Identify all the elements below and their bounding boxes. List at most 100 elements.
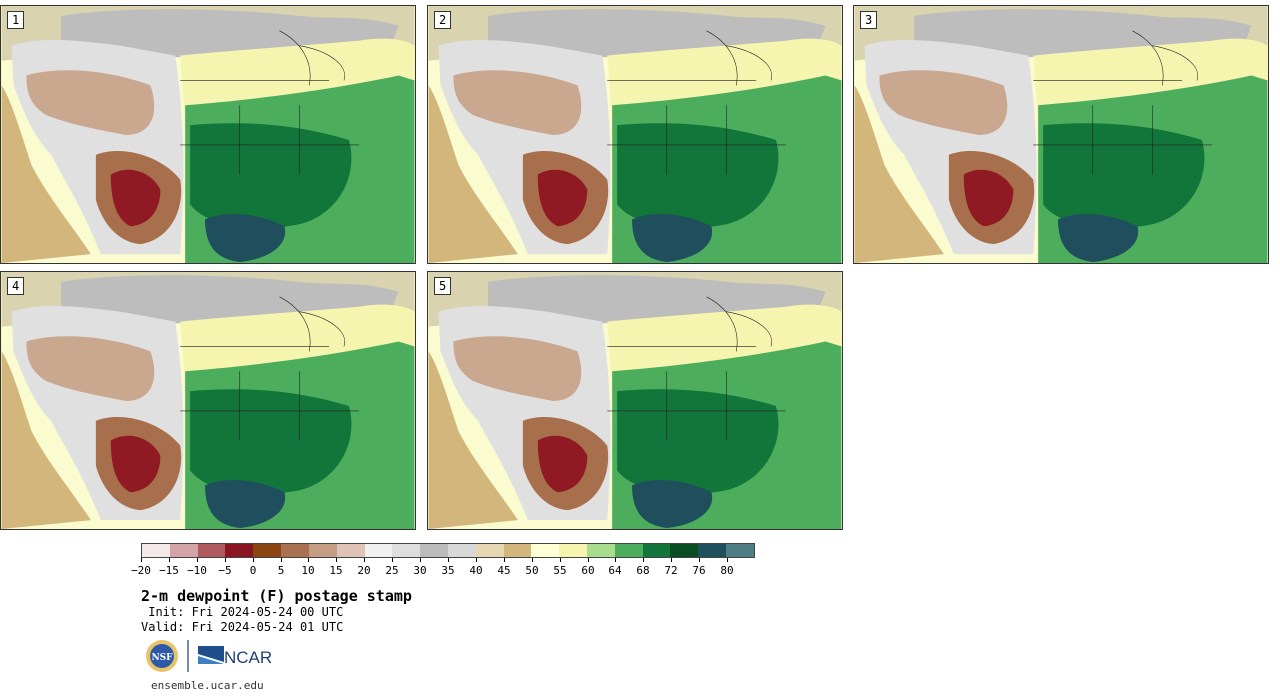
colorbar-tick-label: −20 <box>131 564 151 577</box>
colorbar-tick-label: 35 <box>441 564 455 577</box>
colorbar-tick-label: 20 <box>357 564 371 577</box>
colorbar-segment <box>698 544 727 557</box>
colorbar-tick-label: 45 <box>497 564 511 577</box>
colorbar-tick-label: 40 <box>469 564 483 577</box>
colorbar-tick <box>364 558 365 562</box>
colorbar-tick <box>588 558 589 562</box>
colorbar-segment <box>447 544 476 557</box>
colorbar-tick <box>141 558 142 562</box>
member-label: 5 <box>434 277 452 295</box>
gulf-region <box>1058 214 1139 263</box>
very-dry-core <box>110 169 161 227</box>
dry-west-region <box>26 70 155 135</box>
colorbar-tick <box>169 558 170 562</box>
colorbar-tick-label: 10 <box>301 564 315 577</box>
very-dry-core <box>110 435 161 493</box>
humid-region <box>190 123 352 229</box>
dry-west-region <box>879 70 1008 135</box>
colorbar-segment <box>559 544 587 557</box>
pacific-coast <box>428 351 518 529</box>
nsf-text: NSF <box>151 653 173 663</box>
colorbar-tick-label: 25 <box>385 564 399 577</box>
map-panel-3: 3 <box>853 5 1269 264</box>
gulf-region <box>632 214 713 263</box>
colorbar-tick <box>197 558 198 562</box>
init-time: Init: Fri 2024-05-24 00 UTC <box>141 605 344 619</box>
colorbar-tick <box>253 558 254 562</box>
colorbar-tick <box>420 558 421 562</box>
state-borders <box>607 296 786 441</box>
colorbar-tick <box>448 558 449 562</box>
colorbar-segment <box>642 544 671 557</box>
member-label: 3 <box>860 11 878 29</box>
colorbar-segment <box>392 544 421 557</box>
colorbar-segment <box>503 544 532 557</box>
colorbar-tick <box>643 558 644 562</box>
colorbar-segment <box>281 544 309 557</box>
colorbar-tick <box>615 558 616 562</box>
humid-region <box>617 123 779 229</box>
very-dry-core <box>963 169 1014 227</box>
pacific-coast <box>428 85 518 263</box>
colorbar-tick <box>336 558 337 562</box>
member-label: 2 <box>434 11 452 29</box>
humid-region <box>617 389 779 495</box>
colorbar-tick <box>281 558 282 562</box>
footer-url: ensemble.ucar.edu <box>151 679 264 692</box>
logos: NSF NCAR <box>146 640 272 672</box>
colorbar-segment <box>531 544 560 557</box>
colorbar-tick-label: 0 <box>249 564 257 577</box>
colorbar-tick-label: 15 <box>329 564 343 577</box>
state-borders <box>1033 30 1212 175</box>
pacific-coast <box>1 351 91 529</box>
colorbar-segment <box>587 544 615 557</box>
colorbar-segment <box>197 544 226 557</box>
colorbar-segment <box>142 544 170 557</box>
colorbar-tick-label: 60 <box>581 564 595 577</box>
gulf-region <box>205 480 286 529</box>
map-panel-5: 5 <box>427 271 843 530</box>
colorbar-segment <box>336 544 365 557</box>
dry-west-region <box>453 70 582 135</box>
plot-title: 2-m dewpoint (F) postage stamp <box>141 587 412 605</box>
colorbar-tick-label: 68 <box>636 564 650 577</box>
colorbar-segment <box>475 544 504 557</box>
very-dry-core <box>537 169 588 227</box>
colorbar-segment <box>670 544 699 557</box>
colorbar-tick-label: 55 <box>553 564 567 577</box>
colorbar-tick-label: 5 <box>277 564 285 577</box>
state-borders <box>180 296 359 441</box>
member-label: 1 <box>7 11 25 29</box>
dewpoint-map <box>854 6 1268 263</box>
colorbar-tick <box>308 558 309 562</box>
colorbar-tick-label: 30 <box>413 564 427 577</box>
humid-region <box>1043 123 1205 229</box>
colorbar-tick-label: 80 <box>720 564 734 577</box>
ncar-text: NCAR <box>224 648 272 667</box>
colorbar-tick <box>476 558 477 562</box>
colorbar-tick-label: 72 <box>664 564 678 577</box>
pacific-coast <box>854 85 944 263</box>
colorbar-segment <box>169 544 198 557</box>
colorbar-tick-label: −5 <box>218 564 232 577</box>
colorbar-segment <box>614 544 643 557</box>
very-dry-core <box>537 435 588 493</box>
colorbar-tick-label: 50 <box>525 564 539 577</box>
dewpoint-map <box>428 272 842 529</box>
pacific-coast <box>1 85 91 263</box>
gulf-region <box>632 480 713 529</box>
gulf-region <box>205 214 286 263</box>
colorbar-segment <box>364 544 393 557</box>
colorbar-tick-label: 64 <box>608 564 622 577</box>
state-borders <box>607 30 786 175</box>
dry-west-region <box>26 336 155 401</box>
member-label: 4 <box>7 277 25 295</box>
colorbar-tick <box>699 558 700 562</box>
valid-time: Valid: Fri 2024-05-24 01 UTC <box>141 620 344 634</box>
colorbar-tick <box>532 558 533 562</box>
map-panel-1: 1 <box>0 5 416 264</box>
colorbar-tick <box>225 558 226 562</box>
colorbar-segment <box>308 544 337 557</box>
colorbar-tick <box>727 558 728 562</box>
dewpoint-map <box>1 6 415 263</box>
